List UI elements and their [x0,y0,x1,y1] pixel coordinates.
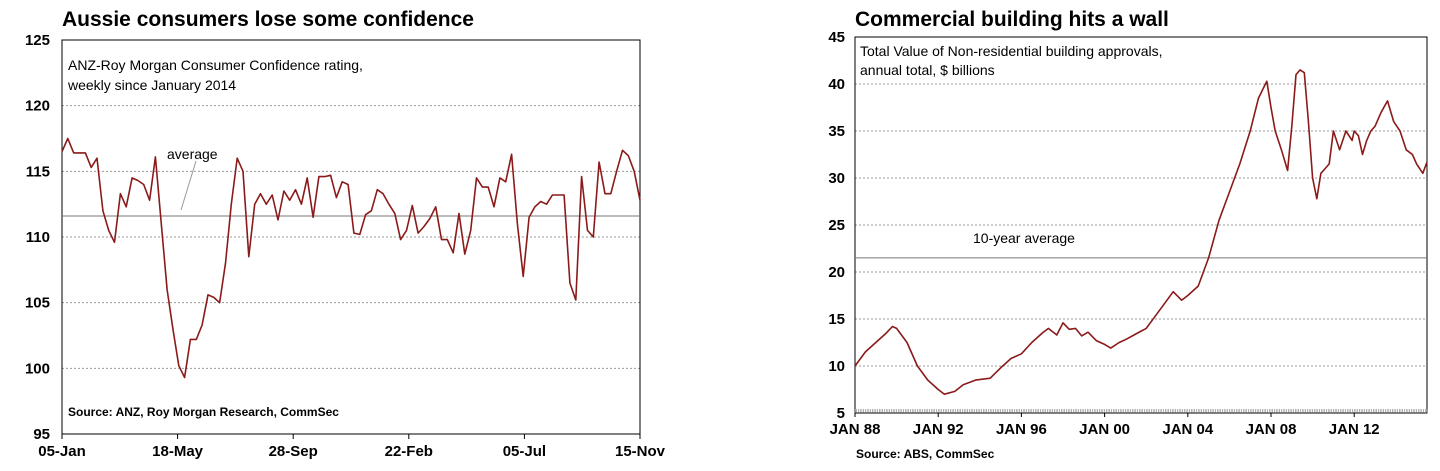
building-approvals-chart: 5 10 15 20 25 30 35 40 45 JAN 88 JAN 92 JAN 96 JAN 0… [828,29,1428,438]
chart-subtitle: Total Value of Non-residential building … [860,43,1162,59]
y-tick-label: 20 [828,264,845,281]
x-tick-label: JAN 00 [1079,421,1130,438]
y-tick-label: 15 [828,311,845,328]
chart-source: Source: ANZ, Roy Morgan Research, CommSe… [68,405,339,419]
y-tick-label: 115 [26,163,50,180]
y-tick-label: 25 [828,217,845,234]
chart-source: Source: ABS, CommSec [856,447,995,461]
x-tick-label: JAN 92 [913,421,964,438]
x-tick-label: JAN 04 [1162,421,1214,438]
x-tick-label: 05-Jan [38,443,86,460]
consumer-confidence-chart-panel: Aussie consumers lose some confidence 95… [0,0,700,471]
chart-subtitle: weekly since January 2014 [67,77,236,93]
x-tick-label: 05-Jul [503,443,546,460]
y-tick-label: 45 [828,29,845,46]
y-tick-label: 40 [828,76,845,93]
x-tick-label: JAN 08 [1246,421,1297,438]
plot-frame [61,39,641,435]
chart-subtitle: annual total, $ billions [860,62,995,78]
average-pointer [180,160,197,211]
y-tick-label: 125 [25,32,50,49]
y-tick-label: 120 [25,98,50,115]
y-tick-label: 30 [828,170,845,187]
x-tick-label: 15-Nov [615,443,666,460]
average-label: average [167,146,218,162]
y-tick-label: 35 [828,123,845,140]
x-tick-label: JAN 12 [1329,421,1380,438]
x-tick-label: 22-Feb [385,443,433,460]
chart-title: Aussie consumers lose some confidence [62,8,474,31]
y-tick-label: 100 [25,360,50,377]
average-label: 10-year average [973,230,1075,246]
x-tick-label: JAN 96 [996,421,1047,438]
chart-title: Commercial building hits a wall [855,8,1169,31]
consumer-confidence-chart: 95 100 105 110 115 120 125 05-Jan 18-May 28-Sep 22… [25,32,666,460]
y-tick-label: 10 [828,358,845,375]
x-tick-label: JAN 88 [830,421,881,438]
confidence-series-line [61,137,641,379]
y-tick-label: 105 [25,295,50,312]
x-tick-label: 18-May [152,443,204,460]
y-tick-label: 95 [33,426,50,443]
approvals-series-line [854,69,1428,396]
building-approvals-chart-panel: Commercial building hits a wall 5 10 15 20 2… [780,0,1440,471]
y-tick-label: 5 [837,405,845,422]
x-tick-label: 28-Sep [269,443,318,460]
y-tick-label: 110 [26,229,50,246]
chart-subtitle: ANZ-Roy Morgan Consumer Confidence ratin… [68,57,363,73]
